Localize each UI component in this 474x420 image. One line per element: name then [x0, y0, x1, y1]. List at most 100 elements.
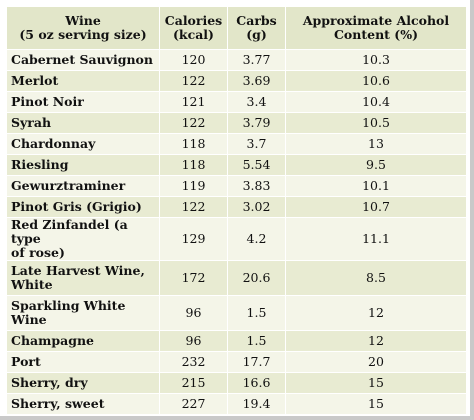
- carbs-cell: 16.6: [227, 372, 286, 394]
- calories-cell: 120: [159, 49, 228, 71]
- wine-name-cell: Champagne: [6, 330, 160, 352]
- carbs-cell: 17.7: [227, 351, 286, 373]
- wine-name-cell: Sherry, dry: [6, 372, 160, 394]
- alcohol-cell: 10.4: [285, 91, 467, 113]
- calories-cell: 215: [159, 372, 228, 394]
- alcohol-cell: 12: [285, 330, 467, 352]
- wine-name-cell: Sparkling White Wine: [6, 295, 160, 331]
- wine-name-cell: Chardonnay: [6, 133, 160, 155]
- alcohol-cell: 15: [285, 372, 467, 394]
- wine-name-cell: Red Zinfandel (a type of rose): [6, 217, 160, 261]
- wine-name-line: Champagne: [11, 333, 94, 348]
- wine-name-line: Late Harvest Wine,: [11, 263, 145, 278]
- alcohol-cell: 10.3: [285, 49, 467, 71]
- table-row: Pinot Gris (Grigio) 122 3.02 10.7: [6, 196, 467, 218]
- carbs-cell: 3.77: [227, 49, 286, 71]
- calories-cell: 119: [159, 175, 228, 197]
- carbs-cell: 19.4: [227, 393, 286, 415]
- wine-name-line: Port: [11, 354, 41, 369]
- alcohol-cell: 10.6: [285, 70, 467, 92]
- header-carbs-line2: (g): [246, 27, 267, 42]
- wine-name-line: Sparkling White: [11, 298, 126, 313]
- table-row: Sherry, dry 215 16.6 15: [6, 372, 467, 394]
- wine-name-cell: Pinot Gris (Grigio): [6, 196, 160, 218]
- wine-name-line: Riesling: [11, 157, 69, 172]
- table-row: Port 232 17.7 20: [6, 351, 467, 373]
- table-row: Cabernet Sauvignon 120 3.77 10.3: [6, 49, 467, 71]
- header-calories-line2: (kcal): [173, 27, 214, 42]
- header-calories-line1: Calories: [164, 13, 223, 28]
- header-wine-line2: (5 oz serving size): [19, 27, 147, 42]
- carbs-cell: 3.69: [227, 70, 286, 92]
- calories-cell: 96: [159, 330, 228, 352]
- table-row: Riesling 118 5.54 9.5: [6, 154, 467, 176]
- header-alcohol-line2: Content (%): [333, 27, 419, 42]
- header-alcohol-line1: Approximate Alcohol: [302, 13, 450, 28]
- calories-cell: 232: [159, 351, 228, 373]
- wine-name-line: Pinot Noir: [11, 94, 84, 109]
- calories-cell: 129: [159, 217, 228, 261]
- calories-cell: 121: [159, 91, 228, 113]
- alcohol-cell: 10.5: [285, 112, 467, 134]
- table-row: Champagne 96 1.5 12: [6, 330, 467, 352]
- carbs-cell: 3.79: [227, 112, 286, 134]
- calories-cell: 118: [159, 133, 228, 155]
- wine-name-line: Gewurztraminer: [11, 178, 126, 193]
- calories-cell: 227: [159, 393, 228, 415]
- carbs-cell: 5.54: [227, 154, 286, 176]
- carbs-cell: 3.83: [227, 175, 286, 197]
- wine-name-line: of rose): [11, 245, 65, 260]
- header-wine: Wine (5 oz serving size): [6, 6, 160, 50]
- wine-name-cell: Pinot Noir: [6, 91, 160, 113]
- header-wine-line1: Wine: [65, 13, 101, 28]
- header-alcohol: Approximate Alcohol Content (%): [285, 6, 467, 50]
- header-carbs-line1: Carbs: [236, 13, 277, 28]
- alcohol-cell: 15: [285, 393, 467, 415]
- table-row: Merlot 122 3.69 10.6: [6, 70, 467, 92]
- calories-cell: 118: [159, 154, 228, 176]
- wine-name-line: Cabernet Sauvignon: [11, 52, 153, 67]
- table-row: Syrah 122 3.79 10.5: [6, 112, 467, 134]
- wine-name-cell: Cabernet Sauvignon: [6, 49, 160, 71]
- wine-name-cell: Riesling: [6, 154, 160, 176]
- calories-cell: 122: [159, 112, 228, 134]
- table-row: Sparkling White Wine 96 1.5 12: [6, 295, 467, 331]
- alcohol-cell: 10.1: [285, 175, 467, 197]
- wine-name-cell: Syrah: [6, 112, 160, 134]
- alcohol-cell: 9.5: [285, 154, 467, 176]
- wine-name-line: Red Zinfandel (a type: [11, 217, 128, 246]
- table-row: Gewurztraminer 119 3.83 10.1: [6, 175, 467, 197]
- wine-name-line: Sherry, sweet: [11, 396, 105, 411]
- header-carbs: Carbs (g): [227, 6, 286, 50]
- wine-name-cell: Late Harvest Wine, White: [6, 260, 160, 296]
- wine-name-cell: Port: [6, 351, 160, 373]
- wine-name-line: Wine: [11, 312, 47, 327]
- carbs-cell: 3.4: [227, 91, 286, 113]
- alcohol-cell: 13: [285, 133, 467, 155]
- wine-name-line: Syrah: [11, 115, 52, 130]
- table-row: Pinot Noir 121 3.4 10.4: [6, 91, 467, 113]
- calories-cell: 96: [159, 295, 228, 331]
- header-calories: Calories (kcal): [159, 6, 228, 50]
- alcohol-cell: 20: [285, 351, 467, 373]
- alcohol-cell: 8.5: [285, 260, 467, 296]
- alcohol-cell: 10.7: [285, 196, 467, 218]
- wine-name-line: White: [11, 277, 53, 292]
- carbs-cell: 4.2: [227, 217, 286, 261]
- wine-nutrition-table: Wine (5 oz serving size) Calories (kcal)…: [6, 6, 467, 415]
- table-row: Red Zinfandel (a type of rose) 129 4.2 11.1: [6, 217, 467, 261]
- calories-cell: 122: [159, 70, 228, 92]
- carbs-cell: 20.6: [227, 260, 286, 296]
- carbs-cell: 1.5: [227, 295, 286, 331]
- wine-name-cell: Sherry, sweet: [6, 393, 160, 415]
- calories-cell: 172: [159, 260, 228, 296]
- header-row: Wine (5 oz serving size) Calories (kcal)…: [6, 6, 467, 50]
- table-row: Late Harvest Wine, White 172 20.6 8.5: [6, 260, 467, 296]
- wine-name-line: Merlot: [11, 73, 59, 88]
- wine-name-line: Pinot Gris (Grigio): [11, 199, 142, 214]
- carbs-cell: 3.02: [227, 196, 286, 218]
- wine-name-cell: Gewurztraminer: [6, 175, 160, 197]
- alcohol-cell: 12: [285, 295, 467, 331]
- table-row: Chardonnay 118 3.7 13: [6, 133, 467, 155]
- carbs-cell: 3.7: [227, 133, 286, 155]
